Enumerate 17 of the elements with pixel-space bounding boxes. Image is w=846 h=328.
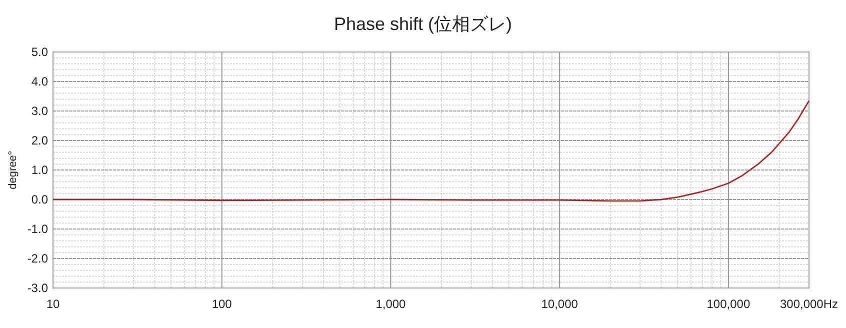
x-tick-label: 300,000Hz	[780, 297, 838, 311]
y-axis-title: degree°	[7, 150, 19, 190]
y-tick-label: 3.0	[31, 104, 48, 118]
y-tick-label: 1.0	[31, 163, 48, 177]
y-tick-label: 5.0	[31, 45, 48, 59]
y-tick-label: -2.0	[27, 252, 48, 266]
x-tick-label: 100	[212, 297, 232, 311]
y-tick-label: 4.0	[31, 74, 48, 88]
y-tick-label: -3.0	[27, 281, 48, 295]
chart-title: Phase shift (位相ズレ)	[334, 14, 512, 34]
x-tick-label: 100,000	[706, 297, 750, 311]
y-tick-label: 2.0	[31, 134, 48, 148]
x-tick-label: 1,000	[376, 297, 406, 311]
x-tick-label: 10	[46, 297, 60, 311]
y-tick-label: 0.0	[31, 192, 48, 206]
x-tick-label: 10,000	[541, 297, 578, 311]
y-tick-label: -1.0	[27, 222, 48, 236]
